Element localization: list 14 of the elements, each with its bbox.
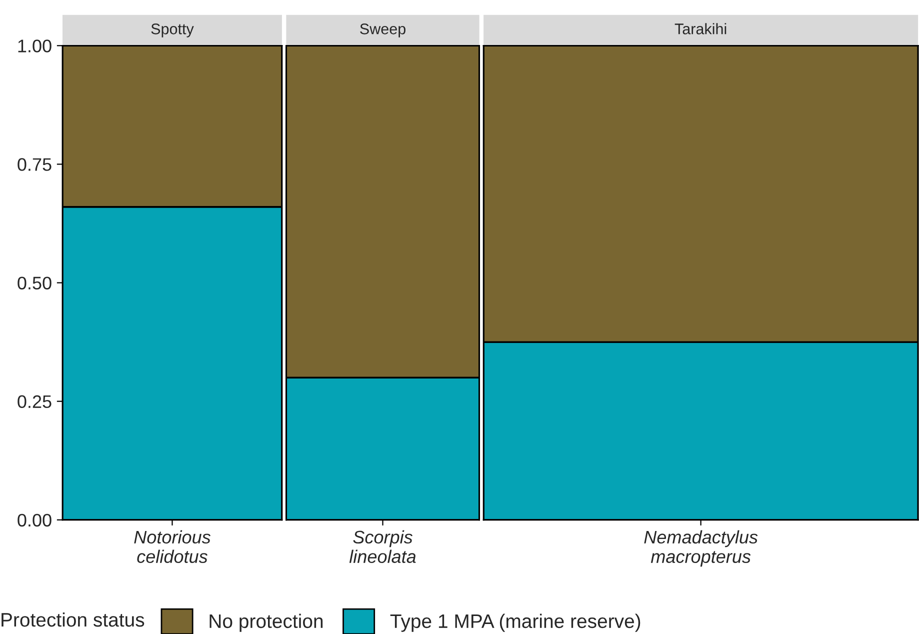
y-tick-label: 0.25 (18, 395, 52, 408)
x-tick-label: Scorpis lineolata (349, 530, 416, 564)
x-tick-label: Notorious celidotus (134, 530, 210, 564)
y-tick-label: 0.00 (18, 514, 52, 527)
x-tick-label: Nemadactylus macropterus (644, 530, 758, 567)
y-tick-label: 0.75 (18, 158, 52, 171)
y-tick-label: 1.00 (18, 40, 52, 52)
chart-title: Tarakihi (674, 23, 726, 34)
y-tick-label: 0.50 (18, 276, 52, 290)
chart-title: Sweep (360, 24, 406, 38)
chart-title: Spotty (151, 24, 194, 38)
legend-label: No protection (210, 614, 323, 632)
legend-title: Protection status (2, 612, 144, 627)
legend-label: Type 1 MPA (marine reserve) (390, 614, 640, 632)
